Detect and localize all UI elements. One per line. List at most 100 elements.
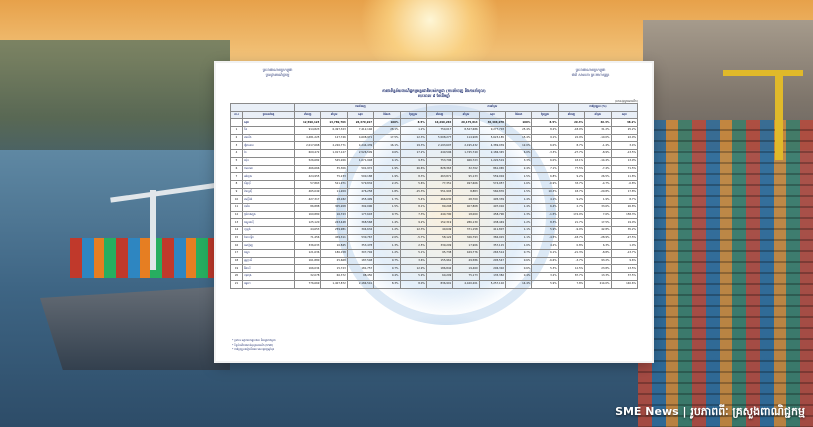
table-cell: 13.3%: [584, 272, 612, 281]
table-cell: -13.5%: [610, 149, 638, 158]
table-cell: 11.8%: [610, 172, 638, 181]
table-cell: 19.0%: [610, 218, 638, 227]
table-cell: 8.5%: [399, 118, 427, 128]
table-cell: 32,078: [293, 272, 322, 281]
table-cell: 12.5%: [557, 264, 586, 274]
table-cell: 8.7%: [557, 141, 586, 151]
table-group-header: ការប្រែប្រួល (%): [557, 103, 639, 112]
table-cell: 1.0%: [504, 241, 533, 251]
table-cell: 12.3%: [399, 226, 427, 235]
table-cell: 243,448: [320, 218, 348, 227]
table-cell: 12,590,123: [293, 118, 322, 128]
table-cell: 259,981: [320, 226, 348, 235]
port-crane-arm: [723, 70, 803, 76]
table-cell: 411,807: [478, 226, 507, 235]
table-cell: 5.6%: [399, 179, 427, 189]
table-column-header: នាំចេញ: [425, 110, 454, 120]
table-cell: -27.7%: [557, 149, 586, 158]
table-cell: 5.9%: [531, 226, 559, 235]
table-cell: 166,034: [293, 264, 322, 274]
table-cell: 466,723: [452, 156, 480, 166]
table-cell: 8.2%: [531, 126, 559, 135]
table-cell: 17,906: [452, 241, 480, 251]
table-cell: -18.7%: [557, 233, 586, 243]
table-cell: 1.5%: [504, 172, 533, 181]
table-cell: 49,586: [452, 256, 480, 266]
table-cell: -14.4%: [584, 156, 612, 166]
table-cell: 60,209: [425, 272, 454, 281]
table-cell: 424,955: [293, 172, 322, 181]
table-cell: 16,290,264: [425, 118, 454, 128]
table-row: 20 ហុងកុង 32,078 66,372 98,450 0.4% 5.9% 60,209…: [230, 272, 638, 281]
country-cell: អង់គ្លេស: [242, 172, 295, 181]
table-cell: 7.6%: [584, 210, 612, 220]
table-cell: 384,915: [478, 233, 507, 243]
table-cell: 7,412,146: [346, 126, 375, 135]
table-cell: 71.5%: [610, 164, 638, 174]
table-cell: 5.9%: [399, 272, 427, 281]
country-cell: ហុងកុង: [242, 272, 295, 281]
table-row: 17 ឥណ្ឌា 121,636 186,158 307,794 1.2% 5.1% 95,7…: [230, 249, 638, 258]
table-cell: 1.3%: [373, 241, 401, 251]
table-cell: 1.8%: [373, 187, 401, 197]
table-cell: -0.8%: [610, 179, 638, 189]
table-cell: 26.6%: [399, 164, 427, 174]
table-cell: 22.0%: [610, 133, 638, 143]
table-column-header: នាំចូល: [452, 110, 480, 120]
table-column-header: នាំចេញ: [293, 110, 322, 120]
table-cell: -8.9%: [584, 149, 612, 158]
table-cell: 4.2%: [531, 241, 559, 251]
table-cell: 8.1%: [399, 202, 427, 212]
table-row: 14 ហូឡង់ 44,653 259,981 304,634 1.2% 12.3% 40,6…: [230, 226, 638, 235]
table-cell: 326,793: [452, 233, 480, 243]
country-cell: បែលហ្ស៊ិក: [242, 233, 295, 243]
table-cell: -9.0%: [557, 226, 586, 235]
country-cell: ថៃ: [242, 149, 295, 158]
table-cell: 16: [230, 241, 243, 251]
table-cell: 20,175,814: [452, 118, 480, 128]
table-cell: 0.7%: [504, 249, 533, 258]
table-cell: 458,790: [478, 210, 507, 220]
table-cell: 2.2%: [373, 179, 401, 189]
table-cell: 77.5%: [557, 164, 586, 174]
table-group-header: ការនាំចូល: [425, 103, 559, 112]
table-cell: 77,351: [425, 179, 454, 189]
table-cell: 158.3%: [610, 210, 638, 220]
unit-note: (លានដុល្លារអាមេរិក): [614, 99, 638, 103]
table-total-row: សរុប 12,590,123 13,789,794 26,379,917 100% 8.…: [230, 118, 638, 128]
table-cell: 3.4%: [610, 141, 638, 151]
table-cell: 57,863: [293, 179, 322, 189]
table-cell: 8,883: [452, 187, 480, 197]
table-cell: 35,306: [320, 164, 348, 174]
table-cell: 1.2%: [373, 226, 401, 235]
table-cell: 609,472: [293, 149, 322, 158]
table-cell: 44,653: [293, 226, 322, 235]
table-cell: -3.3%: [531, 149, 559, 158]
country-cell: សរុប: [242, 118, 295, 128]
table-cell: 18,000: [452, 210, 480, 220]
table-cell: 750,017: [425, 126, 454, 135]
table-cell: 100%: [504, 118, 533, 128]
table-cell: 8.7%: [610, 195, 638, 204]
table-cell: 35.2%: [610, 226, 638, 235]
country-cell: ជប៉ុន: [242, 156, 295, 166]
table-cell: 17.5%: [584, 218, 612, 227]
table-cell: 15.4%: [504, 133, 533, 143]
table-cell: 1,071,948: [346, 156, 375, 166]
table-row: 16 អេស្ប៉ាញ 336,633 16,845 353,478 1.3% 2.5% 33…: [230, 241, 638, 251]
table-cell: 114,908: [452, 133, 480, 143]
table-cell: 776,669: [293, 279, 322, 289]
table-cell: 9: [230, 187, 243, 197]
table-row: 6 កាណាដា 466,666 35,306 501,972 1.9% 26.6% 828,…: [230, 164, 638, 174]
container-yard-shading: [638, 120, 813, 427]
table-cell: 6.8%: [531, 172, 559, 181]
table-cell: 22.9%: [557, 133, 586, 143]
table-cell: -8.8%: [584, 249, 612, 258]
table-cell: 4,244,439: [346, 141, 375, 151]
table-cell: 14: [230, 226, 243, 235]
ship-crane: [150, 190, 156, 270]
table-cell: 2,526,599: [346, 149, 375, 158]
table-row: 7 អង់គ្លេស 424,955 75,233 500,188 1.9% 8.3% 463…: [230, 172, 638, 181]
table-cell: 214.0%: [584, 279, 612, 289]
table-cell: 8.3%: [531, 218, 559, 227]
